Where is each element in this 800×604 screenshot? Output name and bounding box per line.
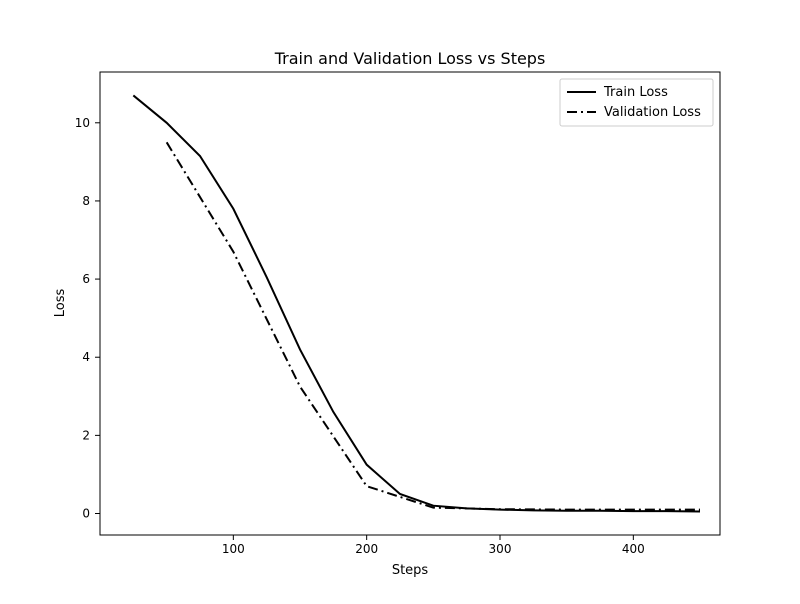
legend-validation-label: Validation Loss xyxy=(604,105,701,120)
plot-area-frame xyxy=(99,71,721,536)
y-tick-label: 6 xyxy=(82,272,90,286)
y-tick-label: 0 xyxy=(82,507,90,521)
y-tick-label: 2 xyxy=(82,428,90,442)
validation-loss-line xyxy=(165,141,700,511)
y-tick-label: 10 xyxy=(75,116,90,130)
y-tick-label: 4 xyxy=(82,350,90,364)
y-tick-label: 8 xyxy=(82,194,90,208)
legend: Train Loss Validation Loss xyxy=(559,78,714,127)
train-loss-line xyxy=(132,94,701,513)
x-tick-label: 100 xyxy=(222,542,245,556)
x-tick-label: 300 xyxy=(489,542,512,556)
axis-ticks: 100 200 300 400 0 2 4 6 8 10 xyxy=(75,116,645,556)
x-axis-label: Steps xyxy=(392,563,429,578)
x-tick-label: 400 xyxy=(622,542,645,556)
y-axis-label: Loss xyxy=(53,289,68,318)
series-layer xyxy=(132,94,701,513)
legend-box xyxy=(559,78,714,127)
legend-items: Train Loss Validation Loss xyxy=(567,85,701,120)
chart-title: Train and Validation Loss vs Steps xyxy=(274,49,546,68)
legend-train-label: Train Loss xyxy=(603,85,668,100)
x-tick-label: 200 xyxy=(355,542,378,556)
